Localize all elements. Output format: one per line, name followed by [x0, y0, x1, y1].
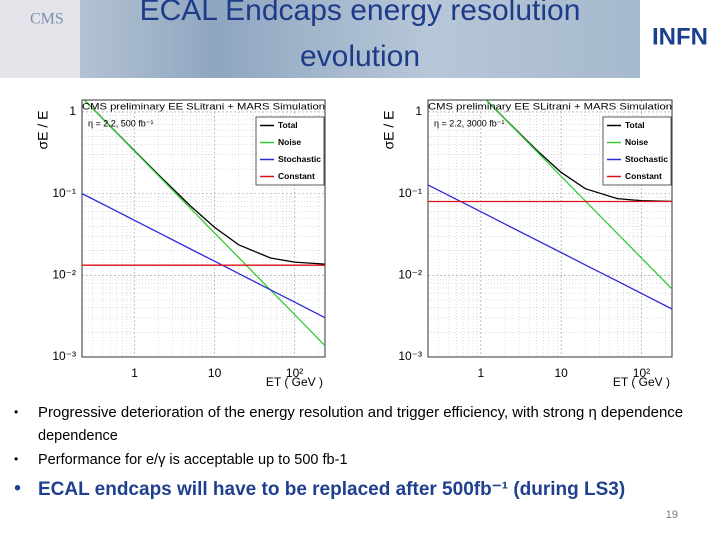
y-tick-label: 1	[415, 104, 422, 118]
chart: 1 10 10² 1 10⁻¹ 10⁻² 10⁻³ CMS preliminary EE SL…	[381, 99, 673, 389]
series-line	[485, 100, 672, 290]
plot-frame	[81, 99, 326, 358]
slide-title: ECAL Endcaps energy resolution	[140, 0, 581, 27]
x-tick-label: 10²	[286, 366, 303, 380]
bullet: Progressive deterioration of the energy …	[38, 405, 683, 421]
series-group	[82, 100, 325, 347]
slide-title: evolution	[300, 40, 420, 73]
y-tick-label: 10⁻¹	[52, 186, 76, 200]
series-line	[485, 100, 672, 203]
plot-frame	[427, 99, 673, 358]
legend-label: Noise	[278, 137, 301, 147]
x-axis-label: ET ( GeV )	[613, 375, 670, 389]
x-tick-label: 10	[554, 366, 568, 380]
right-logo-bg	[640, 0, 720, 78]
y-tick-label: 10⁻²	[398, 267, 422, 281]
bullet: dependence	[38, 428, 118, 444]
y-axis-label: σE / E	[381, 111, 397, 150]
logo-right: INFN	[652, 23, 708, 50]
series-line	[82, 193, 325, 319]
bullet-dot: •	[14, 477, 21, 499]
x-tick-label: 1	[131, 366, 138, 380]
x-tick-label: 10	[208, 366, 222, 380]
legend-label: Constant	[278, 171, 315, 181]
legend-label: Total	[625, 120, 645, 130]
legend-box	[255, 116, 325, 186]
y-tick-label: 10⁻³	[398, 349, 422, 363]
x-tick-label: 1	[477, 366, 484, 380]
y-tick-label: 10⁻¹	[398, 186, 422, 200]
bullet: Performance for e/γ is acceptable up to …	[38, 452, 348, 468]
legend-label: Noise	[625, 137, 648, 147]
logo-left: CMS	[30, 11, 64, 28]
y-tick-label: 10⁻²	[52, 267, 76, 281]
legend-label: Stochastic	[278, 154, 321, 164]
annotation: η = 2.2, 500 fb⁻¹	[88, 118, 154, 128]
annotation: η = 2.2, 3000 fb⁻¹	[434, 118, 505, 128]
series-group	[428, 100, 672, 310]
y-axis-label: σE / E	[35, 111, 51, 150]
legend-label: Total	[278, 120, 298, 130]
page-number: 19	[666, 509, 678, 521]
bullet-dot: •	[14, 405, 18, 419]
series-line	[428, 184, 672, 310]
bullet-dot: •	[14, 452, 18, 466]
y-tick-label: 1	[69, 104, 76, 118]
x-axis-label: ET ( GeV )	[266, 375, 323, 389]
charts: 1 10 10² 1 10⁻¹ 10⁻² 10⁻³ CMS preliminary EE SL…	[35, 99, 673, 389]
legend-label: Stochastic	[625, 154, 668, 164]
series-line	[83, 100, 325, 347]
header-banner	[0, 0, 720, 78]
chart-title: CMS preliminary EE SLitrani + MARS Simul…	[82, 102, 325, 113]
chart: 1 10 10² 1 10⁻¹ 10⁻² 10⁻³ CMS preliminary EE SL…	[35, 99, 326, 389]
legend-box	[602, 116, 672, 186]
chart-title: CMS preliminary EE SLitrani + MARS Simul…	[428, 102, 672, 113]
x-tick-label: 10²	[633, 366, 650, 380]
left-logo-bg	[0, 0, 80, 78]
y-tick-label: 10⁻³	[52, 349, 76, 363]
legend-label: Constant	[625, 171, 662, 181]
main-bullet: ECAL endcaps will have to be replaced af…	[38, 479, 625, 500]
